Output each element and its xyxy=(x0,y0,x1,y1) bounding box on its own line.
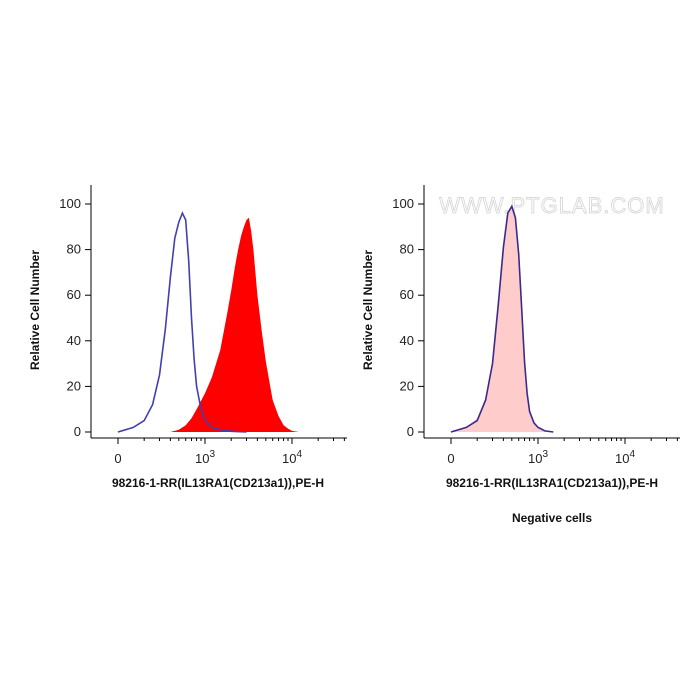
y-tick-label: 40 xyxy=(67,333,81,348)
y-tick-label: 0 xyxy=(407,424,414,439)
x-axis-title: 98216-1-RR(IL13RA1(CD213a1)),PE-H xyxy=(446,476,658,490)
x-tick-label: 104 xyxy=(615,449,635,466)
histogram-marks xyxy=(450,204,554,433)
histogram-fill-0 xyxy=(451,206,554,432)
plot-frame xyxy=(90,185,347,439)
y-tick-label: 80 xyxy=(67,242,81,257)
histogram-marks xyxy=(117,211,299,433)
y-tick-label: 0 xyxy=(74,424,81,439)
x-tick-label: 103 xyxy=(528,449,548,466)
x-tick-label: 103 xyxy=(195,449,215,466)
x-axis-title: 98216-1-RR(IL13RA1(CD213a1)),PE-H xyxy=(112,476,324,490)
y-tick-label: 60 xyxy=(67,287,81,302)
y-tick-label: 20 xyxy=(400,378,414,393)
y-tick-label: 100 xyxy=(59,196,81,211)
y-tick-label: 40 xyxy=(400,333,414,348)
y-tick-label: 60 xyxy=(400,287,414,302)
histogram-panel-stained: 0 20 40 60 80 100 0 103 104 Relative Cell Number… xyxy=(28,185,347,490)
y-axis-title: Relative Cell Number xyxy=(361,250,375,370)
y-tick-label: 80 xyxy=(400,242,414,257)
panel-caption: Negative cells xyxy=(512,511,592,525)
histogram-line-1 xyxy=(450,204,554,433)
histogram-fill-0 xyxy=(170,217,299,432)
y-tick-label: 100 xyxy=(392,196,414,211)
histogram-panel-negative: WWW.PTGLAB.COM 0 20 40 60 80 100 0 103 104 Relat… xyxy=(361,185,680,525)
plot-frame xyxy=(423,185,680,439)
histogram-line-1 xyxy=(117,211,247,433)
y-tick-label: 20 xyxy=(67,378,81,393)
x-tick-label: 0 xyxy=(447,451,454,466)
y-axis-title: Relative Cell Number xyxy=(28,250,42,370)
x-tick-label: 104 xyxy=(282,449,302,466)
x-tick-label: 0 xyxy=(114,451,121,466)
axis-ticks: 0 20 40 60 80 100 0 103 104 xyxy=(392,196,678,466)
watermark: WWW.PTGLAB.COM xyxy=(439,193,664,218)
